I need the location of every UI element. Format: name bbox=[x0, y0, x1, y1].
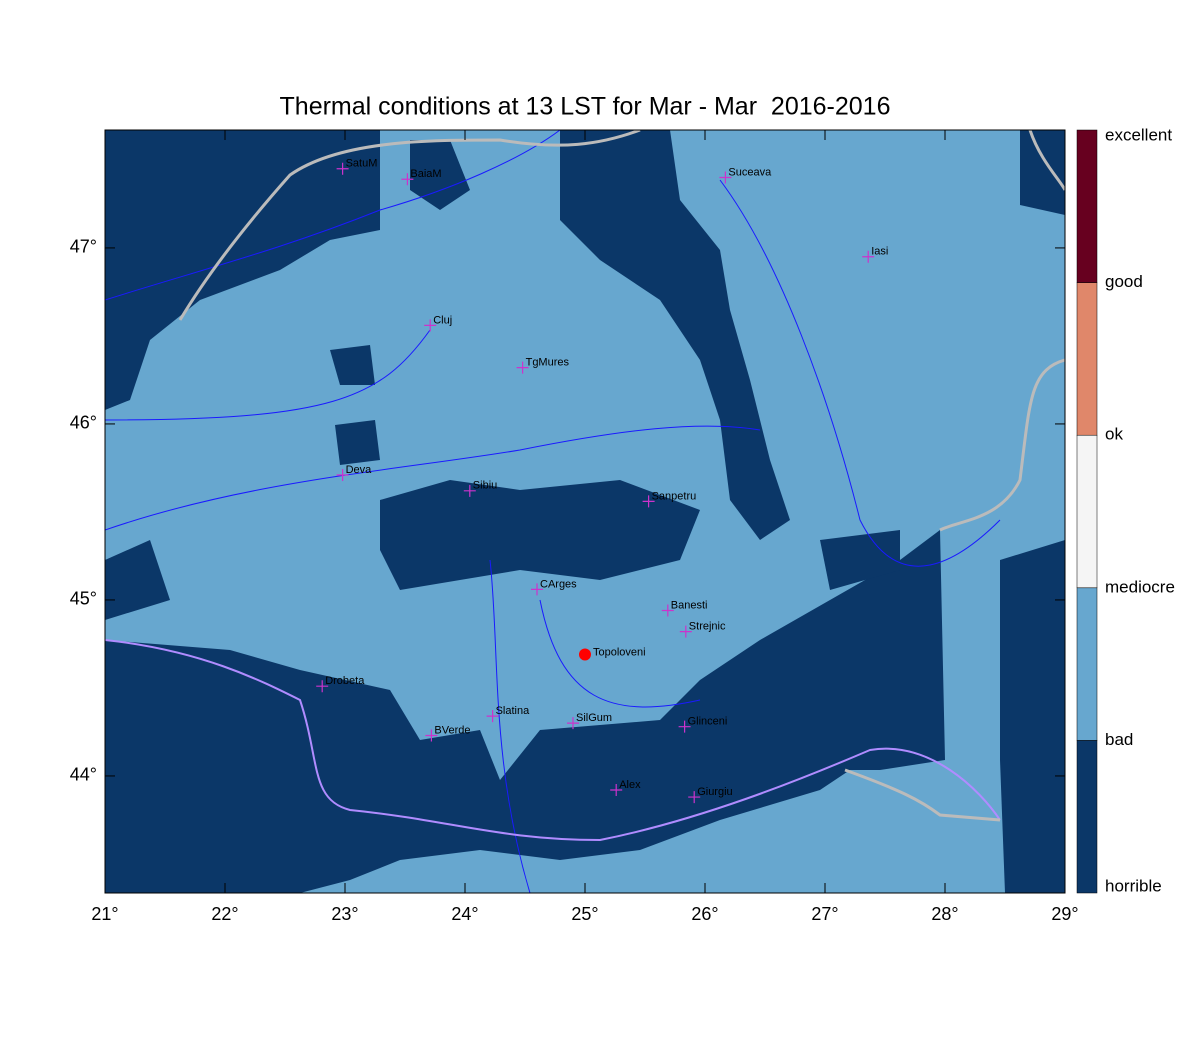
city-marker bbox=[679, 625, 692, 638]
map-title: Thermal conditions at 13 LST for Mar - M… bbox=[280, 93, 891, 121]
colorbar-label: bad bbox=[1105, 730, 1133, 749]
city-marker bbox=[463, 484, 476, 497]
city-marker bbox=[531, 583, 543, 596]
city-marker bbox=[719, 171, 732, 184]
danube bbox=[105, 639, 1001, 842]
city: Alex bbox=[610, 779, 641, 797]
city: Slatina bbox=[486, 705, 531, 723]
colorbar-label: ok bbox=[1105, 425, 1123, 444]
city: Cluj bbox=[424, 314, 452, 332]
colorbar-label: horrible bbox=[1105, 876, 1162, 895]
city-label: Deva bbox=[346, 464, 373, 476]
city-label: Sanpetru bbox=[652, 490, 697, 502]
city: Strejnic bbox=[679, 621, 726, 638]
city: Banesti bbox=[661, 599, 708, 617]
city-label: SatuM bbox=[346, 158, 378, 170]
colorbar-segment bbox=[1076, 129, 1098, 283]
city: SilGum bbox=[567, 712, 612, 730]
x-tick-label: 25° bbox=[571, 904, 598, 924]
city-label: TgMures bbox=[526, 357, 570, 369]
colorbar-segment bbox=[1076, 587, 1098, 741]
colorbar-label: mediocre bbox=[1105, 577, 1175, 596]
city-marker bbox=[661, 604, 674, 617]
city-marker bbox=[336, 162, 349, 175]
colorbar-segment bbox=[1076, 282, 1098, 436]
city-marker bbox=[567, 717, 579, 730]
colorbar-label: good bbox=[1105, 272, 1143, 291]
rivers bbox=[105, 130, 1001, 893]
highlight-label: Topoloveni bbox=[593, 646, 646, 658]
city-label: BVerde bbox=[434, 724, 470, 736]
city-label: Strejnic bbox=[689, 621, 726, 633]
city-label: Suceava bbox=[728, 166, 772, 178]
city-marker bbox=[642, 495, 655, 508]
city: Sibiu bbox=[463, 480, 497, 497]
city-marker bbox=[401, 173, 414, 186]
city-marker bbox=[610, 784, 623, 797]
city-label: CArges bbox=[540, 578, 577, 590]
y-tick-label: 47° bbox=[70, 237, 97, 257]
city: BaiaM bbox=[401, 168, 442, 186]
city-marker bbox=[486, 710, 499, 723]
x-tick-label: 23° bbox=[331, 904, 358, 924]
city-label: BaiaM bbox=[410, 168, 441, 180]
city: BVerde bbox=[425, 724, 470, 742]
city: CArges bbox=[531, 578, 577, 596]
city-label: Iasi bbox=[871, 246, 888, 258]
city-label: Banesti bbox=[671, 599, 708, 611]
y-tick-label: 45° bbox=[70, 589, 97, 609]
x-tick-label: 29° bbox=[1051, 904, 1078, 924]
colorbar-label: excellent bbox=[1105, 125, 1172, 144]
city: Suceava bbox=[719, 166, 772, 184]
x-tick-label: 21° bbox=[91, 904, 118, 924]
y-tick-label: 44° bbox=[70, 765, 97, 785]
city: Glinceni bbox=[678, 716, 728, 733]
city-label: Alex bbox=[619, 779, 641, 791]
x-tick-label: 28° bbox=[931, 904, 958, 924]
colorbar-segment bbox=[1076, 740, 1098, 894]
city-marker bbox=[678, 720, 691, 733]
city-marker bbox=[425, 729, 438, 742]
city-marker bbox=[316, 680, 329, 693]
borders bbox=[178, 130, 1065, 822]
city-label: SilGum bbox=[576, 712, 612, 724]
city: TgMures bbox=[516, 357, 570, 374]
city-marker bbox=[688, 791, 701, 804]
city: Iasi bbox=[862, 246, 888, 263]
x-tick-label: 22° bbox=[211, 904, 238, 924]
highlight-marker bbox=[579, 648, 591, 661]
city-label: Drobeta bbox=[325, 675, 365, 687]
city-label: Sibiu bbox=[473, 480, 497, 492]
y-tick-label: 46° bbox=[70, 413, 97, 433]
city: Giurgiu bbox=[688, 786, 733, 804]
x-tick-label: 24° bbox=[451, 904, 478, 924]
city: Drobeta bbox=[316, 675, 365, 693]
city: Deva bbox=[336, 464, 373, 481]
city: Sanpetru bbox=[642, 490, 697, 508]
city-marker bbox=[862, 250, 875, 263]
city: SatuM bbox=[336, 158, 378, 175]
x-tick-label: 26° bbox=[691, 904, 718, 924]
city-label: Slatina bbox=[496, 705, 531, 717]
city-label: Cluj bbox=[433, 314, 452, 326]
city-marker bbox=[516, 361, 529, 374]
colorbar-segment bbox=[1076, 434, 1098, 589]
city-label: Giurgiu bbox=[697, 786, 732, 798]
city-label: Glinceni bbox=[688, 716, 728, 728]
map-area bbox=[105, 130, 1065, 893]
city-marker bbox=[336, 468, 349, 481]
colorbar: horrible bad mediocre ok good excellent bbox=[1076, 125, 1175, 895]
x-tick-label: 27° bbox=[811, 904, 838, 924]
city-marker bbox=[424, 319, 437, 332]
